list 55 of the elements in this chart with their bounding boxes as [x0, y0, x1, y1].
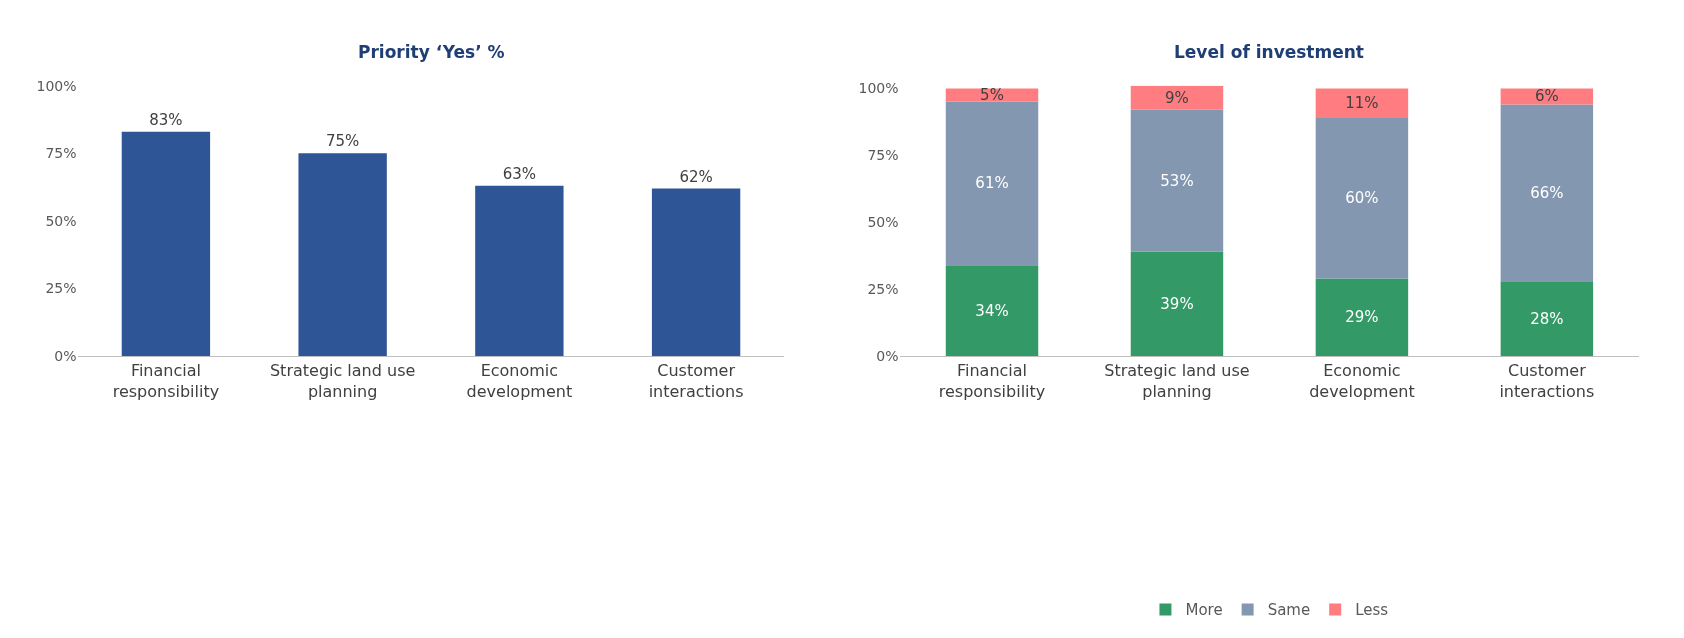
bar	[1500, 281, 1594, 357]
y-tick-label: 25%	[45, 280, 77, 297]
legend-label: More	[1185, 601, 1223, 620]
data-label: 75%	[325, 132, 360, 151]
bar	[1500, 104, 1594, 282]
data-label: 66%	[1530, 183, 1564, 202]
x-tick-label: Economic development	[1309, 361, 1415, 402]
y-tick-label: 75%	[867, 147, 899, 164]
data-label: 60%	[1345, 189, 1379, 208]
legend-label: Same	[1267, 601, 1311, 620]
bar	[1315, 278, 1409, 357]
data-label: 5%	[980, 86, 1004, 105]
bar	[1315, 88, 1409, 118]
x-tick-label: Financial responsibility	[938, 361, 1046, 402]
bar	[1130, 251, 1224, 357]
data-label: 61%	[975, 174, 1009, 193]
y-tick-label: 50%	[45, 212, 77, 229]
bar	[945, 265, 1039, 357]
bar	[1130, 109, 1224, 252]
bar	[651, 188, 741, 357]
x-tick-label: Customer interactions	[1499, 361, 1595, 402]
data-label: 6%	[1534, 87, 1559, 106]
x-tick-label: Financial responsibility	[112, 361, 220, 402]
y-tick-label: 25%	[867, 281, 899, 298]
data-label: 83%	[149, 110, 183, 129]
y-tick-label: 100%	[858, 80, 899, 97]
y-tick-label: 0%	[54, 348, 77, 365]
data-label: 29%	[1345, 308, 1379, 327]
legend-label: Less	[1355, 601, 1389, 620]
y-tick-label: 0%	[876, 348, 899, 365]
chart-title: Priority ‘Yes’ %	[358, 42, 505, 62]
data-label: 34%	[975, 301, 1009, 320]
data-label: 28%	[1530, 309, 1564, 328]
bar	[475, 185, 564, 357]
bar	[298, 153, 387, 357]
data-label: 53%	[1160, 171, 1194, 190]
bar	[1130, 85, 1224, 110]
bar	[121, 131, 211, 357]
bar	[945, 101, 1039, 266]
x-tick-label: Customer interactions	[648, 361, 744, 402]
bar	[1315, 117, 1409, 279]
y-tick-label: 100%	[36, 77, 77, 94]
x-tick-label: Strategic land use planning	[269, 361, 416, 402]
y-tick-label: 75%	[45, 145, 77, 162]
data-label: 39%	[1160, 294, 1194, 313]
data-label: 62%	[679, 167, 713, 186]
bar	[945, 88, 1039, 102]
x-tick-label: Economic development	[466, 361, 573, 402]
x-tick-label: Strategic land use planning	[1104, 361, 1250, 402]
data-label: 11%	[1345, 94, 1379, 113]
bar	[1500, 88, 1594, 105]
chart-title: Level of investment	[1174, 42, 1364, 62]
data-label: 9%	[1165, 88, 1189, 107]
y-tick-label: 50%	[867, 214, 899, 231]
data-label: 63%	[502, 164, 537, 183]
